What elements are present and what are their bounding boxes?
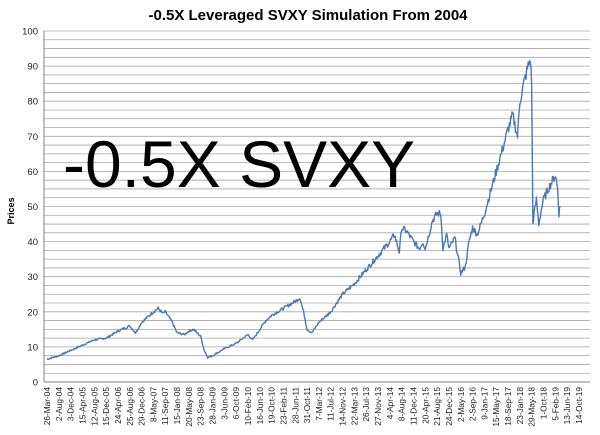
y-tick-label: 20 [27, 307, 38, 318]
x-tick-label: 19-Oct-10 [267, 387, 277, 424]
x-tick-label: 1-Oct-18 [539, 387, 549, 420]
x-tick-label: 24-Dec-15 [444, 387, 454, 426]
x-tick-label: 2-May-16 [456, 387, 466, 422]
y-tick-label: 40 [27, 237, 38, 248]
x-tick-label: 26-Mar-04 [42, 387, 52, 426]
x-tick-label: 29-Dec-06 [137, 387, 147, 426]
x-tick-label: 14-Nov-12 [338, 387, 348, 426]
chart-title: -0.5X Leveraged SVXY Simulation From 200… [148, 7, 468, 24]
x-tick-label: 15-May-17 [491, 387, 501, 427]
x-tick-label: 23-Feb-11 [278, 387, 288, 425]
x-tick-label: 21-Aug-15 [432, 387, 442, 426]
y-tick-label: 0 [33, 378, 38, 389]
x-tick-label: 5-Feb-19 [550, 387, 560, 421]
x-tick-label: 23-Jan-18 [515, 387, 525, 425]
x-tick-label: 20-May-08 [184, 387, 194, 427]
x-tick-label: 23-Sep-08 [196, 387, 206, 426]
x-tick-label: 7-Mar-12 [314, 387, 324, 421]
x-tick-label: 2-Sep-16 [468, 387, 478, 422]
y-tick-label: 30 [27, 272, 38, 283]
y-tick-label: 80 [27, 97, 38, 108]
x-tick-label: 31-Oct-11 [302, 387, 312, 424]
axes [43, 31, 590, 383]
x-tick-label: 12-Aug-05 [89, 387, 99, 426]
series-line-prices [46, 59, 561, 361]
x-tick-label: 28-Jan-09 [208, 387, 218, 425]
x-tick-label: 6-Oct-09 [231, 387, 241, 420]
x-tick-label: 15-Dec-05 [101, 387, 111, 426]
x-tick-label: 25-Aug-06 [125, 387, 135, 426]
x-tick-label: 11-Dec-14 [408, 387, 418, 426]
x-tick-label: 8-Aug-14 [397, 387, 407, 422]
x-tick-label: 10-Feb-10 [243, 387, 253, 426]
x-tick-label: 14-Oct-19 [574, 387, 584, 424]
x-axis-tick-labels: 26-Mar-04 2-Aug-04 3-Dec-04 15-Apr-05 12-Aug… [42, 387, 584, 427]
y-axis-label: Prices [6, 197, 16, 224]
overlay-label: -0.5X SVXY [63, 127, 415, 201]
x-tick-label: 24-Apr-06 [113, 387, 123, 424]
x-tick-label: 4-Apr-14 [385, 387, 395, 420]
x-tick-label: 27-Nov-13 [373, 387, 383, 426]
y-tick-label: 100 [22, 27, 38, 38]
x-tick-label: 11-Jul-12 [326, 387, 336, 421]
x-tick-label: 9-Jan-17 [479, 387, 489, 420]
x-tick-label: 29-May-18 [527, 387, 537, 427]
x-tick-label: 2-Aug-04 [54, 387, 64, 422]
x-tick-label: 8-May-07 [148, 387, 158, 422]
x-tick-label: 16-Jun-10 [255, 387, 265, 425]
x-tick-label: 3-Dec-04 [66, 387, 76, 422]
x-tick-label: 3-Jun-09 [219, 387, 229, 420]
horizontal-gridlines [44, 30, 590, 383]
x-tick-label: 22-Mar-13 [349, 387, 359, 426]
y-tick-label: 10 [27, 342, 38, 353]
y-axis-tick-labels: 0 10 20 30 40 50 60 70 80 90 100 [22, 27, 38, 389]
x-tick-label: 28-Jun-11 [290, 387, 300, 424]
y-tick-label: 60 [27, 167, 38, 178]
x-tick-label: 20-Apr-15 [420, 387, 430, 424]
x-tick-label: 18-Sep-17 [503, 387, 513, 426]
x-tick-label: 11-Sep-07 [160, 387, 170, 426]
y-tick-label: 50 [27, 202, 38, 213]
x-tick-label: 26-Jul-13 [361, 387, 371, 422]
x-tick-label: 13-Jun-19 [562, 387, 572, 425]
x-tick-label: 15-Apr-05 [77, 387, 87, 424]
y-tick-label: 90 [27, 62, 38, 73]
x-tick-label: 15-Jan-08 [172, 387, 182, 425]
y-tick-label: 70 [27, 132, 38, 143]
